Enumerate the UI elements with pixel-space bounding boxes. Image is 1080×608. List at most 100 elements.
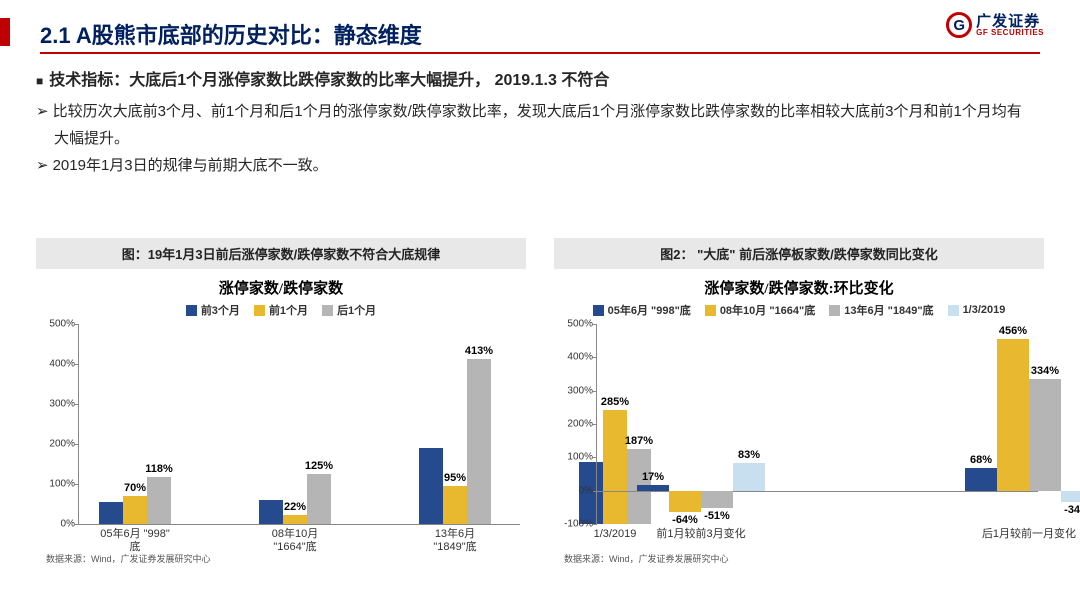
y-axis-label: 0% xyxy=(555,485,593,496)
y-axis-label: 400% xyxy=(555,352,593,363)
y-tick xyxy=(593,524,597,525)
legend-swatch xyxy=(186,305,197,316)
y-tick xyxy=(75,324,79,325)
y-tick xyxy=(593,424,597,425)
legend-item: 13年6月 "1849"底 xyxy=(829,302,933,318)
bar xyxy=(123,496,147,524)
title-underline xyxy=(40,52,1040,54)
bullet-sub-1: ➢比较历次大底前3个月、前1个月和后1个月的涨停家数/跌停家数比率，发现大底后1… xyxy=(36,98,1036,152)
chart1-plot: 0%100%200%300%400%500%70%118%05年6月 "998"… xyxy=(78,324,520,524)
bar-value-label: 83% xyxy=(738,449,760,461)
bar-value-label: -34% xyxy=(1064,504,1080,516)
legend-swatch xyxy=(593,305,604,316)
chart1-caption: 图：19年1月3日前后涨停家数/跌停家数不符合大底规律 xyxy=(36,238,526,269)
y-axis-label: 500% xyxy=(555,319,593,330)
chart2-subtitle: 涨停家数/跌停家数:环比变化 xyxy=(554,277,1044,298)
bar xyxy=(997,339,1029,491)
chart2-source: 数据来源：Wind，广发证券发展研究中心 xyxy=(564,552,1044,565)
y-axis-label: 500% xyxy=(37,319,75,330)
legend-item: 05年6月 "998"底 xyxy=(593,302,691,318)
bar-value-label: -51% xyxy=(704,510,730,522)
x-axis xyxy=(597,491,1038,492)
chart2-plot: -100%0%100%200%300%400%500%17%-64%-51%83… xyxy=(596,324,1038,524)
bullet-sub-1-text: 比较历次大底前3个月、前1个月和后1个月的涨停家数/跌停家数比率，发现大底后1个… xyxy=(53,103,1022,147)
bar xyxy=(467,359,491,524)
legend-label: 05年6月 "998"底 xyxy=(608,302,691,318)
bar-value-label: 95% xyxy=(444,472,466,484)
bar xyxy=(1029,379,1061,490)
chart-2: 图2： "大底" 前后涨停板家数/跌停家数同比变化 涨停家数/跌停家数:环比变化… xyxy=(554,238,1044,565)
legend-swatch xyxy=(254,305,265,316)
y-axis-label: -100% xyxy=(555,519,593,530)
y-tick xyxy=(593,391,597,392)
legend-item: 前3个月 xyxy=(186,302,240,318)
x-axis-label: 08年10月"1664"底 xyxy=(272,528,318,554)
x-axis xyxy=(79,524,520,525)
bar xyxy=(307,474,331,524)
bullets: ■技术指标：大底后1个月涨停家数比跌停家数的比率大幅提升， 2019.1.3 不… xyxy=(36,66,1036,179)
bar xyxy=(669,491,701,512)
bar xyxy=(701,491,733,508)
y-axis-label: 300% xyxy=(555,385,593,396)
legend-swatch xyxy=(948,305,959,316)
bar xyxy=(443,486,467,524)
bar xyxy=(99,502,123,524)
legend-item: 1/3/2019 xyxy=(948,302,1006,318)
legend-label: 前1个月 xyxy=(269,302,308,318)
x-axis-label: 后1月较前一月变化 xyxy=(982,528,1076,541)
bar-value-label: -64% xyxy=(672,514,698,526)
y-tick xyxy=(593,324,597,325)
bar-value-label: 68% xyxy=(970,454,992,466)
y-axis-label: 100% xyxy=(37,479,75,490)
legend-label: 1/3/2019 xyxy=(963,304,1006,316)
y-tick xyxy=(75,404,79,405)
bar xyxy=(965,468,997,491)
bar xyxy=(283,515,307,524)
y-tick xyxy=(593,457,597,458)
y-tick xyxy=(593,357,597,358)
y-tick xyxy=(75,364,79,365)
legend-swatch xyxy=(705,305,716,316)
bar-value-label: 334% xyxy=(1031,365,1059,377)
bar-value-label: 118% xyxy=(145,463,173,475)
y-axis-label: 200% xyxy=(555,419,593,430)
bar-value-label: 17% xyxy=(642,471,664,483)
logo-en: GF SECURITIES xyxy=(976,29,1044,37)
bar xyxy=(733,463,765,491)
bar xyxy=(259,500,283,524)
x-axis-label: 13年6月"1849"底 xyxy=(433,528,476,554)
bar-value-label: 125% xyxy=(305,460,333,472)
chart2-legend: 05年6月 "998"底 08年10月 "1664"底 13年6月 "1849"底 1… xyxy=(554,302,1044,318)
bar xyxy=(1061,491,1080,502)
bullet-main-text: 技术指标：大底后1个月涨停家数比跌停家数的比率大幅提升， 2019.1.3 不符… xyxy=(49,72,609,89)
y-tick xyxy=(75,484,79,485)
chart2-caption: 图2： "大底" 前后涨停板家数/跌停家数同比变化 xyxy=(554,238,1044,269)
bar-value-label: 413% xyxy=(465,345,493,357)
legend-label: 后1个月 xyxy=(337,302,376,318)
legend-item: 后1个月 xyxy=(322,302,376,318)
bar xyxy=(637,485,669,491)
legend-label: 08年10月 "1664"底 xyxy=(720,302,815,318)
legend-swatch xyxy=(829,305,840,316)
y-axis-label: 100% xyxy=(555,452,593,463)
brand-logo: G 广发证券 GF SECURITIES xyxy=(946,12,1044,38)
y-axis-label: 200% xyxy=(37,439,75,450)
chart1-legend: 前3个月 前1个月 后1个月 xyxy=(36,302,526,318)
bullet-main: ■技术指标：大底后1个月涨停家数比跌停家数的比率大幅提升， 2019.1.3 不… xyxy=(36,66,1036,90)
page-title: 2.1 A股熊市底部的历史对比：静态维度 xyxy=(40,18,422,50)
accent-bar xyxy=(0,18,10,46)
y-tick xyxy=(75,444,79,445)
legend-swatch xyxy=(322,305,333,316)
x-axis-label: 1/3/2019 xyxy=(594,528,637,541)
bar-value-label: 70% xyxy=(124,482,146,494)
legend-item: 前1个月 xyxy=(254,302,308,318)
x-axis-label: 05年6月 "998"底 xyxy=(100,528,170,554)
legend-item: 08年10月 "1664"底 xyxy=(705,302,815,318)
bullet-sub-2: ➢2019年1月3日的规律与前期大底不一致。 xyxy=(36,152,1036,179)
logo-cn: 广发证券 xyxy=(976,14,1044,29)
bar-value-label: 22% xyxy=(284,501,306,513)
legend-label: 13年6月 "1849"底 xyxy=(844,302,933,318)
bar xyxy=(147,477,171,524)
bullet-sub-2-text: 2019年1月3日的规律与前期大底不一致。 xyxy=(53,157,328,174)
charts-row: 图：19年1月3日前后涨停家数/跌停家数不符合大底规律 涨停家数/跌停家数 前3… xyxy=(36,238,1044,565)
